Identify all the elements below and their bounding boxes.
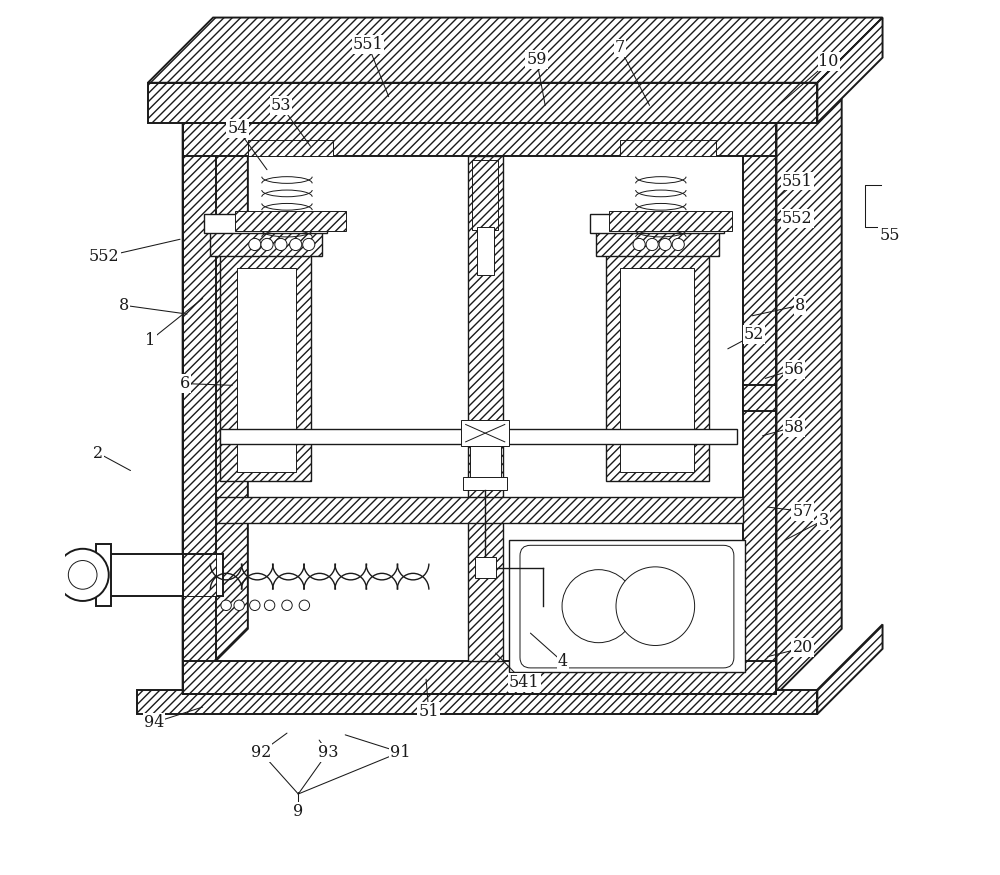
Bar — [590, 214, 724, 233]
Bar — [216, 497, 743, 522]
Polygon shape — [817, 18, 883, 123]
Text: 541: 541 — [509, 674, 540, 691]
Circle shape — [250, 600, 260, 611]
Text: 20: 20 — [792, 640, 813, 656]
Bar — [743, 123, 776, 694]
Polygon shape — [183, 58, 842, 123]
Text: 3: 3 — [818, 512, 829, 528]
Text: 6: 6 — [180, 375, 190, 392]
Circle shape — [659, 238, 671, 250]
Circle shape — [221, 600, 231, 611]
Bar — [96, 543, 111, 606]
Circle shape — [633, 238, 645, 250]
Bar — [743, 385, 776, 411]
Circle shape — [261, 238, 273, 250]
Text: 53: 53 — [271, 97, 291, 114]
Text: 92: 92 — [251, 744, 271, 760]
Polygon shape — [776, 58, 842, 694]
Text: 56: 56 — [784, 361, 804, 378]
Circle shape — [646, 238, 658, 250]
Bar — [475, 557, 496, 578]
Bar — [220, 429, 462, 444]
Text: 54: 54 — [227, 121, 248, 137]
Bar — [204, 214, 327, 233]
Circle shape — [68, 561, 97, 589]
Bar — [183, 661, 776, 694]
Text: 7: 7 — [615, 39, 625, 57]
Bar — [477, 228, 494, 275]
Bar — [148, 83, 817, 123]
Bar — [237, 268, 296, 472]
Bar — [183, 123, 776, 156]
Bar — [235, 212, 346, 231]
Text: 58: 58 — [784, 418, 804, 436]
Bar — [470, 446, 501, 480]
Bar — [461, 420, 509, 446]
Circle shape — [275, 238, 287, 250]
Bar — [463, 477, 507, 490]
Text: 93: 93 — [318, 744, 338, 760]
Bar — [248, 140, 333, 156]
Text: 1: 1 — [145, 332, 156, 348]
Text: 4: 4 — [558, 654, 568, 670]
Text: 8: 8 — [119, 297, 130, 314]
Circle shape — [616, 567, 695, 646]
Polygon shape — [148, 18, 883, 83]
Circle shape — [299, 600, 310, 611]
Text: 9: 9 — [293, 803, 303, 820]
Bar — [220, 250, 311, 481]
Text: 552: 552 — [782, 210, 813, 227]
Bar — [596, 232, 719, 255]
Bar — [137, 690, 817, 714]
Bar — [509, 540, 745, 672]
Text: 52: 52 — [744, 326, 764, 343]
Circle shape — [290, 238, 302, 250]
Bar — [472, 160, 498, 230]
Bar — [620, 268, 694, 472]
Text: 551: 551 — [782, 172, 813, 190]
Text: 9: 9 — [293, 803, 303, 820]
Text: 8: 8 — [795, 297, 805, 314]
Text: 94: 94 — [144, 714, 164, 732]
Bar — [183, 554, 216, 596]
Text: 2: 2 — [93, 444, 103, 462]
Text: 57: 57 — [792, 503, 813, 520]
Circle shape — [234, 600, 244, 611]
Circle shape — [57, 549, 109, 601]
Text: 55: 55 — [879, 228, 900, 244]
Circle shape — [303, 238, 315, 250]
Circle shape — [672, 238, 684, 250]
Text: 51: 51 — [418, 703, 439, 720]
Bar — [210, 232, 322, 255]
Circle shape — [249, 238, 261, 250]
Circle shape — [282, 600, 292, 611]
Bar — [468, 156, 503, 661]
Text: 91: 91 — [390, 744, 410, 760]
Circle shape — [562, 570, 635, 643]
Bar — [183, 123, 216, 694]
Circle shape — [264, 600, 275, 611]
Polygon shape — [817, 625, 883, 714]
Bar — [183, 123, 776, 694]
Bar — [507, 429, 737, 444]
Text: 552: 552 — [89, 248, 120, 265]
Text: 551: 551 — [352, 36, 383, 53]
FancyBboxPatch shape — [520, 545, 734, 668]
Bar — [606, 250, 709, 481]
Bar — [609, 212, 732, 231]
Text: 59: 59 — [526, 51, 547, 67]
Bar — [620, 140, 716, 156]
Text: 10: 10 — [818, 53, 839, 70]
Bar — [183, 123, 776, 694]
Polygon shape — [183, 58, 248, 694]
Bar — [107, 554, 223, 596]
